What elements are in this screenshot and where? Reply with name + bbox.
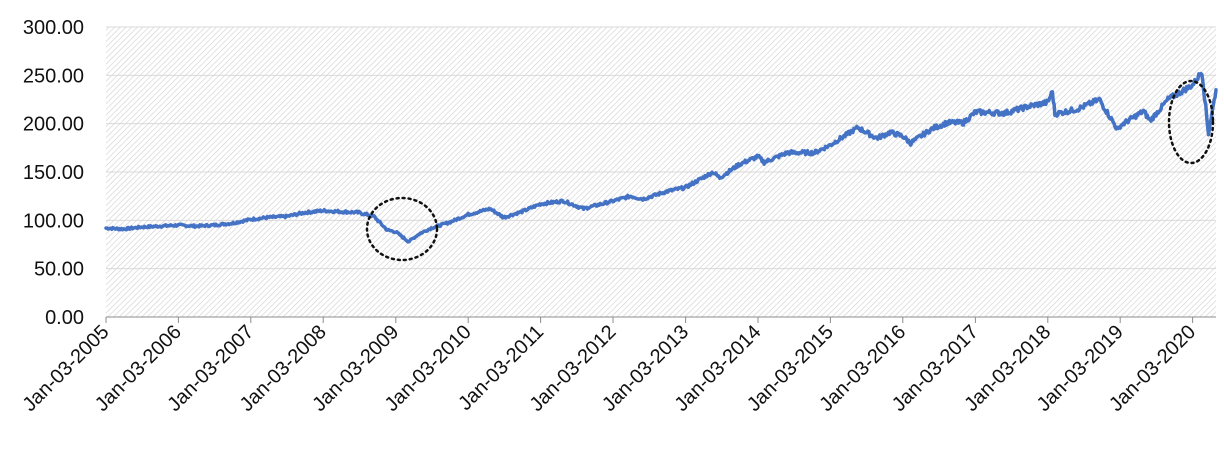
y-tick-label: 300.00 [23,17,84,39]
y-tick-label: 100.00 [23,210,84,232]
y-tick-label: 200.00 [23,114,84,136]
series-group [104,71,1218,244]
annotation-ellipse-2020 [1167,79,1215,165]
x-axis-tick-marks [105,317,1194,323]
y-axis-tick-labels: 0.00 50.00 100.00 150.00 200.00 250.00 300.00 [23,17,84,329]
x-axis-tick-labels: Jan-03-2005Jan-03-2006Jan-03-2007Jan-03-… [19,321,1201,416]
y-tick-label: 50.00 [34,259,84,281]
y-tick-label: 150.00 [23,162,84,184]
series-line [104,71,1218,244]
y-tick-label: 0.00 [45,307,84,329]
annotation-ellipse-2009 [365,196,439,262]
y-tick-label: 250.00 [23,65,84,87]
gridlines [106,26,1216,270]
